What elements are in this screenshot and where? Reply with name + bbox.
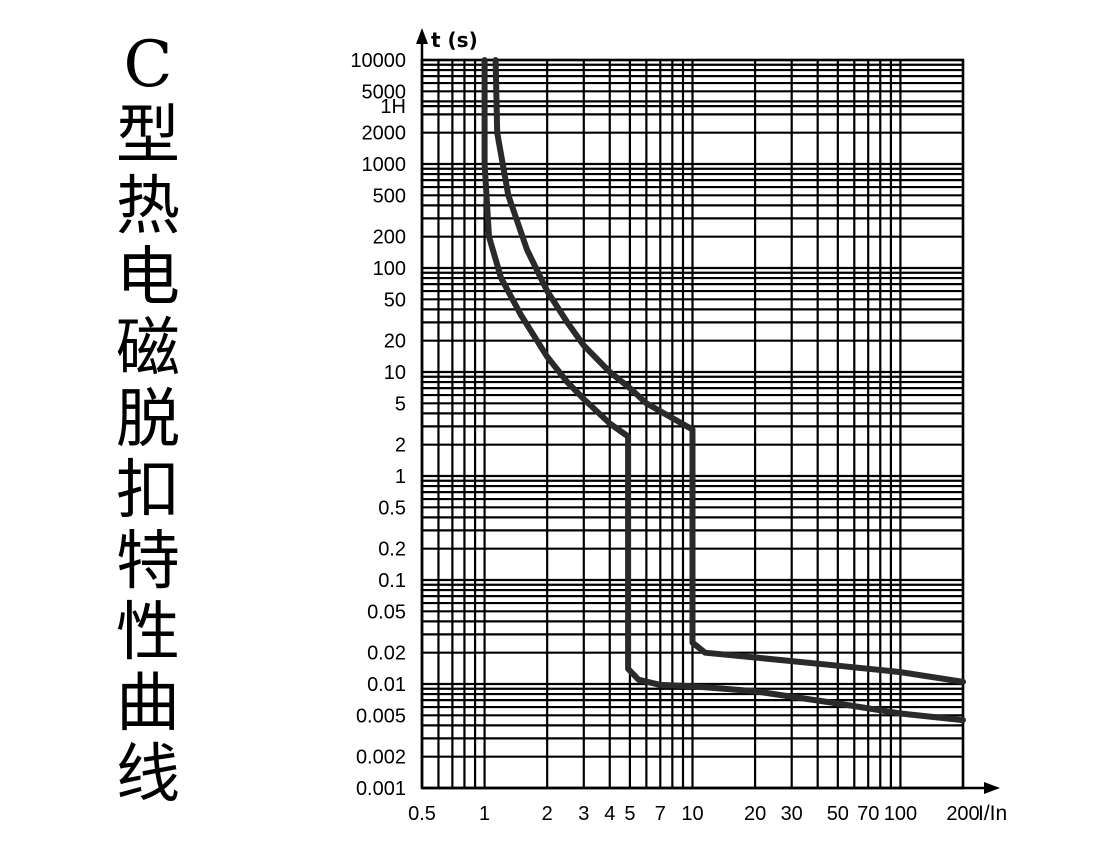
- y-tick-label: 0.002: [356, 747, 406, 769]
- y-tick-label: 0.001: [356, 778, 406, 800]
- x-tick-label: 200: [946, 803, 979, 825]
- x-tick-label: 30: [781, 803, 803, 825]
- x-tick-label: 20: [744, 803, 766, 825]
- y-tick-label: 0.01: [367, 674, 406, 696]
- y-tick-label: 0.1: [378, 570, 406, 592]
- y-tick-label: 1: [395, 466, 406, 488]
- axes: t (s) I/In: [416, 28, 1007, 825]
- y-tick-label: 10: [384, 362, 406, 384]
- x-tick-label: 7: [655, 803, 666, 825]
- y-tick-label: 0.02: [367, 643, 406, 665]
- title-char: 型: [116, 99, 180, 173]
- x-tick-labels: 0.5 1 2 3 4 5 7 10 20 30 50 70 100 200: [408, 803, 980, 825]
- x-axis-label: I/In: [978, 802, 1007, 825]
- trip-curve-1: [481, 57, 966, 724]
- title-char: 扣: [116, 454, 180, 528]
- title-char: 特: [116, 525, 180, 599]
- title-char: 电: [116, 241, 180, 315]
- y-tick-label: 20: [384, 331, 406, 353]
- title-char: 热: [116, 170, 180, 244]
- y-axis-arrow-icon: [416, 28, 428, 44]
- x-tick-label: 70: [857, 803, 879, 825]
- y-tick-label: 200: [373, 227, 406, 249]
- y-tick-label: 100: [373, 258, 406, 280]
- x-tick-label: 1: [479, 803, 490, 825]
- y-tick-label: 1H: [380, 96, 406, 118]
- y-tick-label: 50: [384, 289, 406, 311]
- vertical-title: C 型 热 电 磁 脱 扣 特 性 曲 线: [108, 30, 188, 811]
- x-tick-label: 3: [578, 803, 589, 825]
- y-tick-label: 0.005: [356, 705, 406, 727]
- title-char: 线: [116, 738, 180, 812]
- trip-curves: [481, 57, 966, 724]
- x-tick-label: 4: [604, 803, 615, 825]
- x-tick-label: 100: [884, 803, 917, 825]
- y-axis-label: t (s): [431, 28, 478, 52]
- y-tick-label: 10000: [350, 50, 406, 72]
- y-tick-label: 1000: [362, 154, 407, 176]
- y-tick-label: 5000: [362, 81, 407, 103]
- title-char: 性: [116, 596, 180, 670]
- y-tick-label: 0.2: [378, 539, 406, 561]
- title-char: 磁: [116, 312, 180, 386]
- y-tick-label: 2000: [362, 123, 407, 145]
- trip-curve-2: [492, 57, 966, 685]
- y-tick-label: 5: [395, 393, 406, 415]
- title-char: C: [123, 28, 173, 102]
- title-char: 曲: [116, 667, 180, 741]
- y-tick-label: 0.05: [367, 601, 406, 623]
- x-tick-label: 50: [827, 803, 849, 825]
- y-tick-label: 500: [373, 185, 406, 207]
- x-tick-label: 5: [624, 803, 635, 825]
- title-char: 脱: [116, 383, 180, 457]
- y-tick-label: 2: [395, 435, 406, 457]
- x-axis-arrow-icon: [984, 782, 1000, 794]
- x-tick-label: 0.5: [408, 803, 436, 825]
- x-tick-label: 10: [681, 803, 703, 825]
- x-tick-label: 2: [542, 803, 553, 825]
- y-tick-label: 0.5: [378, 497, 406, 519]
